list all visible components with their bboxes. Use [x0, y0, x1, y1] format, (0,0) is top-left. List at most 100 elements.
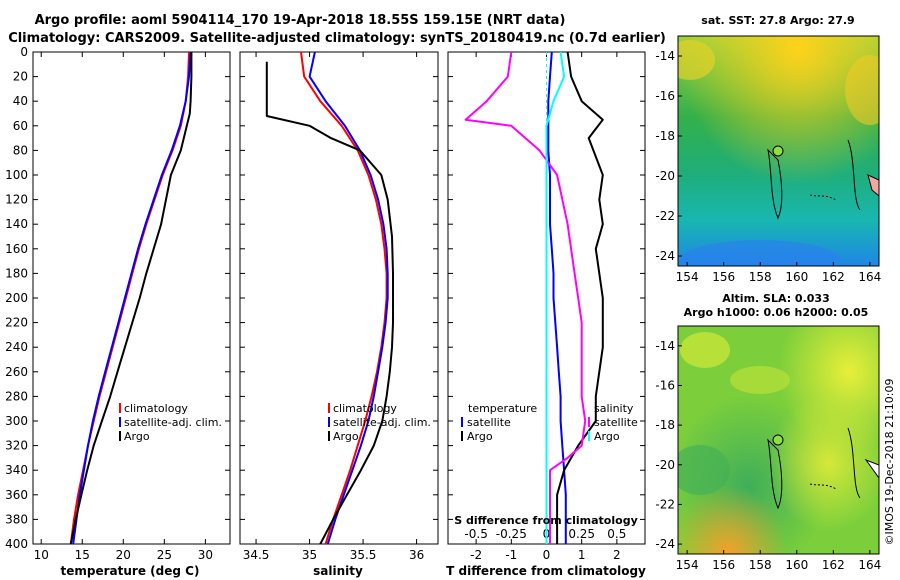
x-tick-label: -1 [505, 548, 517, 562]
map-x-tick-label: 154 [676, 270, 699, 284]
x-tick-label: 36 [409, 548, 424, 562]
depth-tick-label: 60 [13, 119, 28, 133]
legend-label-s-satellite: satellite [594, 416, 638, 429]
argo-float-marker [772, 145, 784, 157]
depth-tick-label: 160 [5, 242, 28, 256]
series-line-t-argo [556, 51, 604, 544]
legend-label-argo: Argo [333, 430, 359, 443]
temperature-xlabel: temperature (deg C) [61, 564, 200, 578]
map-x-tick-label: 160 [785, 558, 808, 572]
depth-tick-label: 220 [5, 316, 28, 330]
depth-tick-label: 80 [13, 143, 28, 157]
x-tick-label: -2 [470, 548, 482, 562]
reef-outline [767, 438, 783, 510]
legend-label-satellite: satellite-adj. clim. [333, 416, 431, 429]
series-line-argo [265, 61, 394, 545]
plot-frame [32, 51, 231, 545]
depth-tick-label: 180 [5, 266, 28, 280]
depth-tick-label: 200 [5, 291, 28, 305]
map-y-tick-label: -18 [655, 418, 675, 432]
map-x-tick-label: 162 [822, 558, 845, 572]
map-y-tick-label: -14 [655, 339, 675, 353]
map-y-tick-label: -16 [655, 378, 675, 392]
map-x-tick-label: 154 [676, 558, 699, 572]
depth-tick-label: 140 [5, 217, 28, 231]
map-y-tick-label: -20 [655, 458, 675, 472]
sst-map-axes: 154 156 158 160 162 164 -14 -16 -18 -20 -22 -24 [655, 49, 881, 284]
depth-tick-label: 260 [5, 365, 28, 379]
sst-map-title: sat. SST: 27.8 Argo: 27.9 [701, 14, 854, 27]
depth-tick-label: 380 [5, 512, 28, 526]
map-y-tick-label: -14 [655, 49, 675, 63]
depth-tick-label: 340 [5, 463, 28, 477]
sst-map-frame [677, 35, 880, 267]
map-x-tick-label: 164 [858, 270, 881, 284]
depth-tick-label: 300 [5, 414, 28, 428]
credit-text: ©IMOS 19-Dec-2018 21:10:09 [883, 379, 896, 546]
reef-outline [809, 194, 837, 201]
depth-tick-label: 400 [5, 537, 28, 551]
temperature-legend: climatology satellite-adj. clim. Argo [119, 402, 222, 443]
difference-legend: temperature satellite Argo salinity sate… [461, 402, 638, 443]
salinity-legend: climatology satellite-adj. clim. Argo [328, 402, 431, 443]
reef-outline [809, 483, 837, 490]
depth-tick-label: 0 [20, 45, 28, 59]
coastline [867, 174, 879, 197]
legend-label-t-satellite: satellite [467, 416, 511, 429]
depth-tick-label: 280 [5, 389, 28, 403]
depth-tick-label: 40 [13, 94, 28, 108]
legend-label-satellite: satellite-adj. clim. [124, 416, 222, 429]
s-difference-label: S difference from climatology [454, 514, 638, 527]
map-y-tick-label: -22 [655, 209, 675, 223]
sla-map-frame [677, 325, 880, 555]
argo-float-marker [772, 434, 784, 446]
map-x-tick-label: 156 [712, 558, 735, 572]
map-y-tick-label: -24 [655, 537, 675, 551]
sla-map-title-2: Argo h1000: 0.06 h2000: 0.05 [684, 306, 869, 319]
x-tick-label: 35.5 [350, 548, 377, 562]
map-x-tick-label: 160 [785, 270, 808, 284]
series-line-argo [69, 52, 193, 545]
series-line-s-satellite [464, 51, 587, 544]
map-x-tick-label: 164 [858, 558, 881, 572]
map-y-tick-label: -24 [655, 249, 675, 263]
s-tick-label: -0.5 [464, 527, 487, 541]
series-line-climatology [69, 51, 190, 545]
sla-map-axes: 154 156 158 160 162 164 -14 -16 -18 -20 -22 -24 [655, 339, 881, 572]
depth-tick-label: 320 [5, 439, 28, 453]
depth-tick-label: 100 [5, 168, 28, 182]
depth-axis: 0 20 40 60 80 100 120 140 160 180 200 220 240 260 280 3… [5, 45, 28, 551]
legend-label-argo: Argo [124, 430, 150, 443]
map-x-tick-label: 158 [749, 270, 772, 284]
series-line-satellite-adj-clim- [72, 51, 192, 545]
plot-frame [239, 51, 439, 545]
coastline [864, 458, 879, 479]
s-tick-label: 0.5 [607, 527, 626, 541]
salinity-xlabel: salinity [313, 564, 363, 578]
legend-label-t-argo: Argo [467, 430, 493, 443]
x-tick-label: 30 [198, 548, 213, 562]
legend-title-salinity: salinity [594, 402, 634, 415]
x-tick-label: 25 [157, 548, 172, 562]
series-line-satellite-adj-clim- [308, 51, 389, 545]
x-tick-label: 35 [302, 548, 317, 562]
depth-tick-label: 240 [5, 340, 28, 354]
x-tick-label: 1 [578, 548, 586, 562]
temperature-panel: 10 15 20 25 30 [32, 51, 231, 562]
series-line-climatology [300, 51, 388, 545]
sst-map-field [678, 36, 879, 266]
reef-outline [847, 139, 861, 211]
legend-label-climatology: climatology [333, 402, 397, 415]
s-tick-label: -0.25 [496, 527, 527, 541]
x-tick-label: 10 [34, 548, 49, 562]
depth-tick-label: 20 [13, 70, 28, 84]
depth-tick-label: 120 [5, 193, 28, 207]
salinity-panel: 34.5 35 35.5 36 [239, 51, 439, 562]
map-y-tick-label: -18 [655, 129, 675, 143]
series-line-t-satellite [547, 51, 567, 544]
map-x-tick-label: 156 [712, 270, 735, 284]
legend-label-climatology: climatology [124, 402, 188, 415]
title-line-1: Argo profile: aoml 5904114_170 19-Apr-20… [35, 13, 566, 28]
